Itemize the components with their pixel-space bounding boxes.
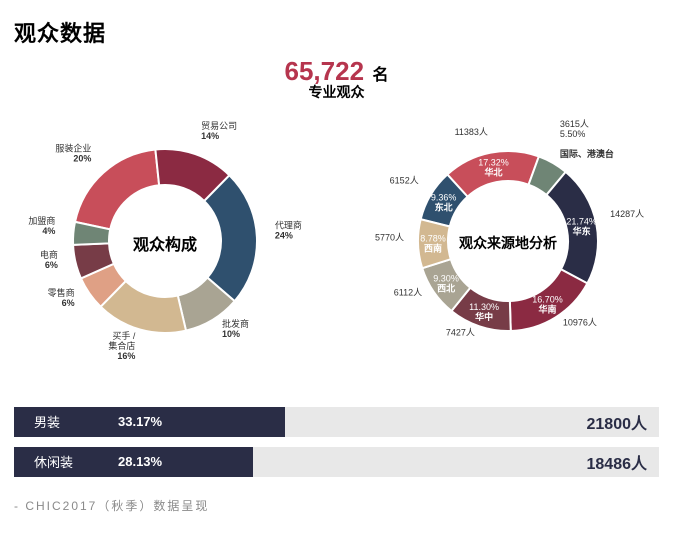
donut-segment-sub: 11383人 bbox=[455, 127, 488, 137]
donut-segment-pct: 21.74% bbox=[566, 217, 597, 227]
donut-segment-pct: 6% bbox=[45, 260, 58, 270]
donut-segment-label: 东北 bbox=[435, 202, 453, 213]
bar-value: 18486人 bbox=[587, 447, 648, 477]
bar-pct: 33.17% bbox=[118, 414, 162, 429]
donut-segment-label: 批发商 bbox=[222, 318, 249, 329]
donut-segment-label: 华东 bbox=[573, 226, 591, 237]
headline: 65,722 名 专业观众 bbox=[14, 58, 659, 100]
donut-segment-pct: 16% bbox=[117, 351, 135, 361]
donut-segment-sub: 14287人 bbox=[610, 209, 644, 219]
donut-segment-label: 代理商 bbox=[275, 219, 302, 230]
donut-segment-pct: 11.30% bbox=[469, 302, 499, 312]
donut-segment-label: 服装企业 bbox=[55, 142, 91, 153]
donut-segment-sub: 6112人 bbox=[394, 288, 422, 298]
bar-row: 休闲装28.13% 18486人 bbox=[14, 447, 659, 477]
donut-segment-pct: 10% bbox=[222, 329, 240, 339]
donut-segment-pct: 9.30% bbox=[433, 273, 459, 283]
donut-segment-label: 加盟商 bbox=[28, 215, 55, 226]
donut-segment-label: 华中 bbox=[475, 311, 493, 322]
bar-fill: 男装33.17% bbox=[14, 407, 285, 437]
headline-unit: 名 bbox=[372, 67, 388, 84]
page-title: 观众数据 bbox=[14, 16, 659, 48]
donut-left-center: 观众构成 bbox=[133, 231, 197, 255]
donut-segment-pct: 8.78% bbox=[420, 233, 446, 243]
footer-text: - CHIC2017（秋季）数据呈现 bbox=[14, 497, 659, 514]
donut-segment-pct: 17.32% bbox=[478, 157, 509, 167]
donut-segment-pct: 24% bbox=[275, 230, 293, 240]
donut-segment-pct: 4% bbox=[42, 226, 55, 236]
bar-fill: 休闲装28.13% bbox=[14, 447, 253, 477]
donut-segment-label: 西南 bbox=[424, 242, 442, 253]
donut-segment-label: 华北 bbox=[485, 166, 503, 177]
donut-left-wrap: 服装企业20%贸易公司14%代理商24%批发商10%买手 /集合店16%零售商6… bbox=[20, 96, 310, 391]
donut-segment-sub: 5770人 bbox=[375, 232, 404, 242]
donut-segment-pct: 9.36% bbox=[431, 193, 457, 203]
bar-label: 男装 bbox=[14, 412, 118, 431]
donut-segment-pct: 16.70% bbox=[532, 295, 563, 305]
donut-segment-pct: 20% bbox=[73, 153, 91, 163]
donut-segment-label: 零售商 bbox=[48, 287, 75, 298]
donut-segment-label: 买手 / bbox=[112, 330, 136, 341]
donut-segment-sub: 6152人 bbox=[390, 176, 419, 186]
donut-right-wrap: 9.36%东北 6152人 17.32%华北 11383人 3615人国际、港澳台 5.5… bbox=[363, 96, 653, 391]
donut-segment-label: 贸易公司 bbox=[201, 120, 237, 131]
bar-value: 21800人 bbox=[587, 407, 648, 437]
donut-row: 服装企业20%贸易公司14%代理商24%批发商10%买手 /集合店16%零售商6… bbox=[14, 96, 659, 401]
donut-segment-pct: 14% bbox=[201, 131, 219, 141]
donut-segment-label: 华南 bbox=[539, 304, 557, 315]
donut-segment-label: 集合店 bbox=[108, 340, 135, 351]
donut-segment-sub: 7427人 bbox=[446, 328, 475, 338]
bar-pct: 28.13% bbox=[118, 454, 162, 469]
donut-segment-pct: 6% bbox=[62, 298, 75, 308]
donut-segment-sub: 10976人 bbox=[563, 317, 597, 327]
donut-segment-label: 电商 bbox=[40, 249, 58, 260]
donut-segment-extra: 国际、港澳台 bbox=[560, 148, 614, 159]
donut-segment-sub: 3615人 bbox=[560, 119, 589, 129]
svg-text:5.50%: 5.50% bbox=[560, 129, 586, 139]
bar-row: 男装33.17% 21800人 bbox=[14, 407, 659, 437]
headline-number: 65,722 bbox=[285, 56, 365, 86]
donut-right-center: 观众来源地分析 bbox=[459, 233, 557, 253]
bars: 男装33.17% 21800人休闲装28.13% 18486人 bbox=[14, 407, 659, 477]
bar-label: 休闲装 bbox=[14, 452, 118, 471]
donut-segment-label: 西北 bbox=[437, 282, 455, 293]
